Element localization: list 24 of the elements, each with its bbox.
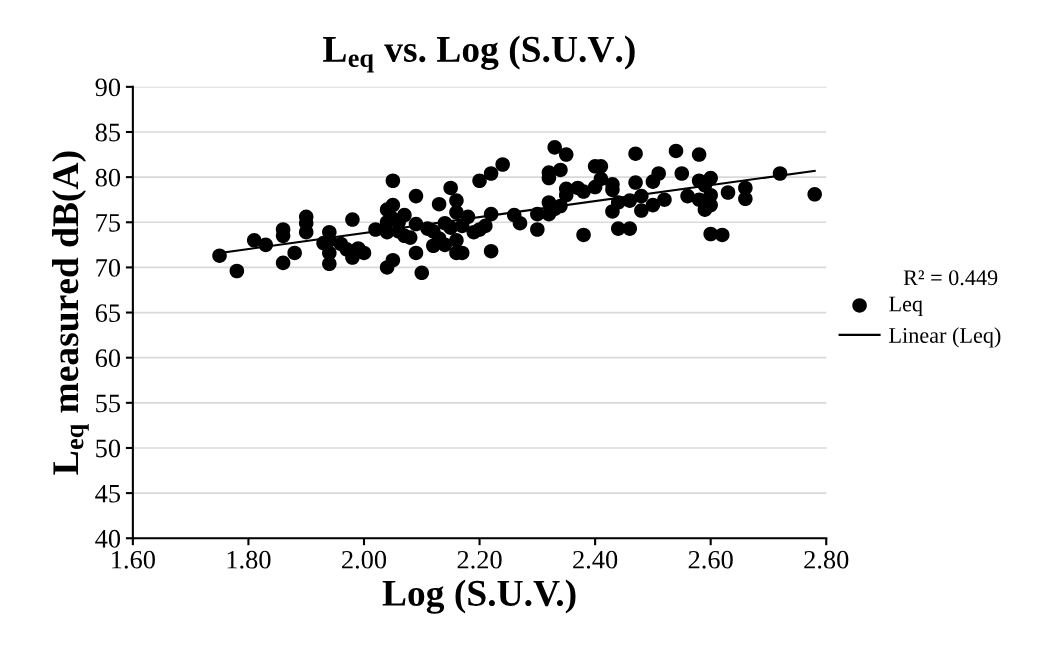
y-tick-label: 45: [95, 484, 121, 503]
y-tick-label: 80: [95, 168, 121, 187]
text: R² = 0.449: [903, 270, 998, 286]
x-tick-label: 2.20: [457, 550, 502, 569]
chart-title: L$_{eq}$ vs. Log (S.U.V.): [323, 35, 635, 73]
y-tick-label: 90: [95, 78, 121, 97]
y-tick-label: 65: [95, 304, 121, 322]
x-tick-label: 1.60: [112, 550, 155, 569]
y-axis-title: L$_{eq}$ measured dB(A): [51, 151, 89, 475]
y-tick-label: 60: [95, 349, 121, 368]
x-tick-label: 2.00: [342, 550, 387, 569]
x-axis-title: Log (S.U.V.): [382, 579, 576, 614]
y-tick-label: 70: [96, 259, 121, 277]
legend-label: Linear (Leq): [889, 327, 1001, 348]
y-tick-label: 75: [96, 214, 121, 232]
y-tick-label: 85: [95, 123, 121, 142]
y-tick-label: 55: [96, 394, 121, 413]
y-tick-label: 40: [95, 529, 121, 548]
x-tick-label: 2.40: [573, 550, 618, 569]
legend-label: Leq: [889, 296, 923, 317]
x-tick-label: 2.80: [804, 550, 849, 569]
x-tick-label: 1.80: [227, 550, 271, 569]
x-tick-label: 2.60: [688, 550, 733, 569]
y-tick-label: 50: [96, 439, 121, 458]
